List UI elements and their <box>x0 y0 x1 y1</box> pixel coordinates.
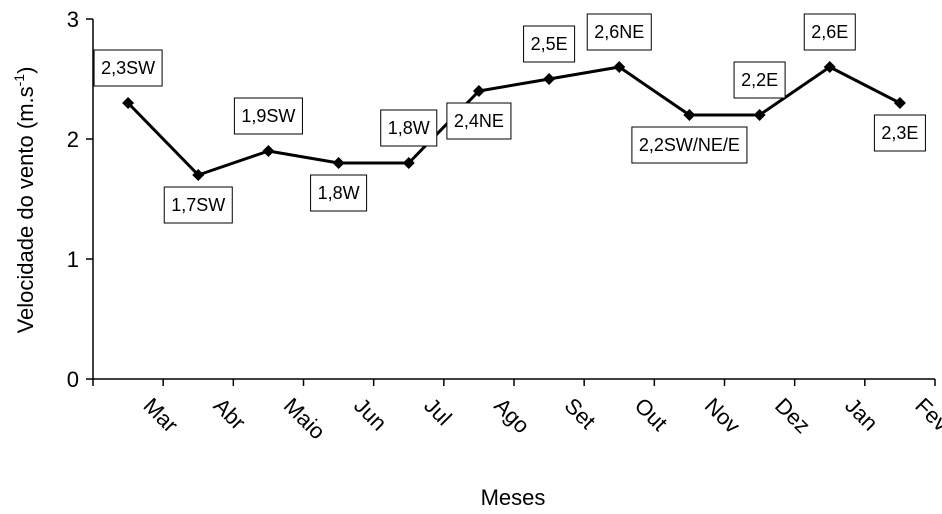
data-point <box>753 109 766 121</box>
data-label: 2,2SW/NE/E <box>631 126 748 164</box>
data-label-text: 2,3SW <box>101 58 155 78</box>
data-label-box <box>803 13 856 51</box>
x-ticks: Mar Abr Maio Jun Jul Ago Set Out Nov Dez Jan Fev <box>92 379 942 444</box>
data-label: 2,5E <box>523 25 576 63</box>
data-label-text: 1,8W <box>388 118 430 138</box>
x-tick-label: Dez <box>770 393 815 438</box>
data-point <box>543 73 556 85</box>
x-tick-label: Jun <box>349 393 392 436</box>
x-tick-label: Nov <box>700 393 745 438</box>
data-label-box <box>733 61 786 99</box>
data-label-text: 1,7SW <box>171 195 225 215</box>
data-label: 2,3SW <box>93 49 163 87</box>
data-label-box <box>93 49 163 87</box>
data-labels: 2,3SW 1,7SW 1,9SW 1,8W 1,8W 2,4NE 2,5E 2,6NE 2,2… <box>93 13 926 224</box>
y-axis-title-exponent: -1 <box>11 74 27 87</box>
data-label-text: 2,3E <box>881 123 918 143</box>
data-label: 2,2E <box>733 61 786 99</box>
x-tick-label: Jan <box>840 393 883 436</box>
plot-area: 0 1 2 3 Mar Abr Maio Jun Jul Ago Set Out Nov Dez Jan F… <box>67 7 942 444</box>
data-label-box <box>586 13 652 51</box>
x-tick-label: Mar <box>139 393 183 437</box>
data-label-text: 2,2SW/NE/E <box>639 135 740 155</box>
data-point <box>262 145 275 157</box>
y-tick-label: 1 <box>67 247 79 272</box>
data-label-text: 2,6E <box>811 22 848 42</box>
data-label-box <box>380 109 438 147</box>
data-point <box>683 109 696 121</box>
series-wind-speed <box>122 61 906 181</box>
y-tick-label: 2 <box>67 127 79 152</box>
data-label: 2,6E <box>803 13 856 51</box>
x-tick-label: Fev <box>910 393 942 437</box>
data-label: 1,7SW <box>163 186 233 224</box>
data-label: 1,9SW <box>233 97 303 135</box>
data-label-box <box>233 97 303 135</box>
data-label: 1,8W <box>380 109 438 147</box>
y-tick-label: 0 <box>67 367 79 392</box>
data-point <box>332 157 345 169</box>
data-label-box <box>631 126 748 164</box>
data-label-text: 2,2E <box>741 70 778 90</box>
data-point <box>613 61 626 73</box>
data-label-box <box>873 114 926 152</box>
data-label: 2,3E <box>873 114 926 152</box>
data-label-text: 1,9SW <box>241 106 295 126</box>
x-tick-label: Set <box>560 393 601 434</box>
data-label-box <box>446 102 512 140</box>
data-point <box>893 97 906 109</box>
data-point <box>823 61 836 73</box>
x-tick-label: Ago <box>489 393 534 438</box>
data-point <box>402 157 415 169</box>
y-axis-title-main: Velocidade do vento (m.s <box>13 86 38 333</box>
data-label-box <box>523 25 576 63</box>
x-tick-label: Out <box>630 393 673 436</box>
data-point <box>192 169 205 181</box>
x-axis-title: Meses <box>481 485 546 510</box>
y-axis-title: Velocidade do vento (m.s-1) <box>11 67 38 334</box>
x-tick-label: Jul <box>419 393 457 431</box>
series-line <box>127 65 901 177</box>
data-point <box>122 97 135 109</box>
data-label-box <box>310 174 368 212</box>
data-label-text: 2,4NE <box>454 111 504 131</box>
x-tick-label: Abr <box>209 393 251 435</box>
data-label-text: 2,5E <box>531 34 568 54</box>
data-label-box <box>163 186 233 224</box>
data-label-text: 1,8W <box>318 183 360 203</box>
data-label-text: 2,6NE <box>594 22 644 42</box>
y-tick-label: 3 <box>67 7 79 32</box>
y-ticks: 0 1 2 3 <box>67 7 93 392</box>
data-label: 1,8W <box>310 174 368 212</box>
data-label: 2,6NE <box>586 13 652 51</box>
x-tick-label: Maio <box>279 393 330 444</box>
y-axis-title-close: ) <box>13 67 38 74</box>
data-point <box>472 85 485 97</box>
data-label: 2,4NE <box>446 102 512 140</box>
